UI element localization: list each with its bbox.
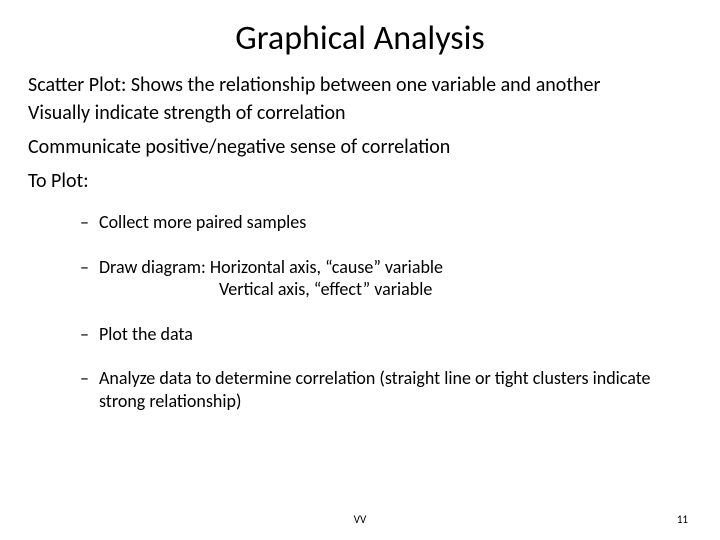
bullet-text-3: Plot the data <box>99 323 692 346</box>
bullet-text-2b: Vertical axis, “effect” variable <box>99 278 692 301</box>
list-item: – Draw diagram: Horizontal axis, “cause”… <box>80 256 692 301</box>
slide: Graphical Analysis Scatter Plot: Shows t… <box>0 0 720 540</box>
body-line-4: To Plot: <box>28 169 692 193</box>
dash-icon: – <box>80 367 89 389</box>
bullet-list: – Collect more paired samples – Draw dia… <box>28 211 692 412</box>
body-line-2: Visually indicate strength of correlatio… <box>28 101 692 125</box>
list-item: – Analyze data to determine correlation … <box>80 367 692 412</box>
body-line-3: Communicate positive/negative sense of c… <box>28 135 692 159</box>
list-item: – Plot the data <box>80 323 692 346</box>
footer-center: VV <box>354 513 367 526</box>
bullet-text-4: Analyze data to determine correlation (s… <box>99 367 692 412</box>
bullet-text-2: Draw diagram: Horizontal axis, “cause” v… <box>99 256 692 301</box>
dash-icon: – <box>80 211 89 233</box>
bullet-text-1: Collect more paired samples <box>99 211 692 234</box>
slide-title: Graphical Analysis <box>28 18 692 59</box>
dash-icon: – <box>80 256 89 278</box>
body-line-1: Scatter Plot: Shows the relationship bet… <box>28 73 692 97</box>
bullet-text-2a: Draw diagram: Horizontal axis, “cause” v… <box>99 256 443 278</box>
list-item: – Collect more paired samples <box>80 211 692 234</box>
dash-icon: – <box>80 323 89 345</box>
page-number: 11 <box>677 513 688 526</box>
